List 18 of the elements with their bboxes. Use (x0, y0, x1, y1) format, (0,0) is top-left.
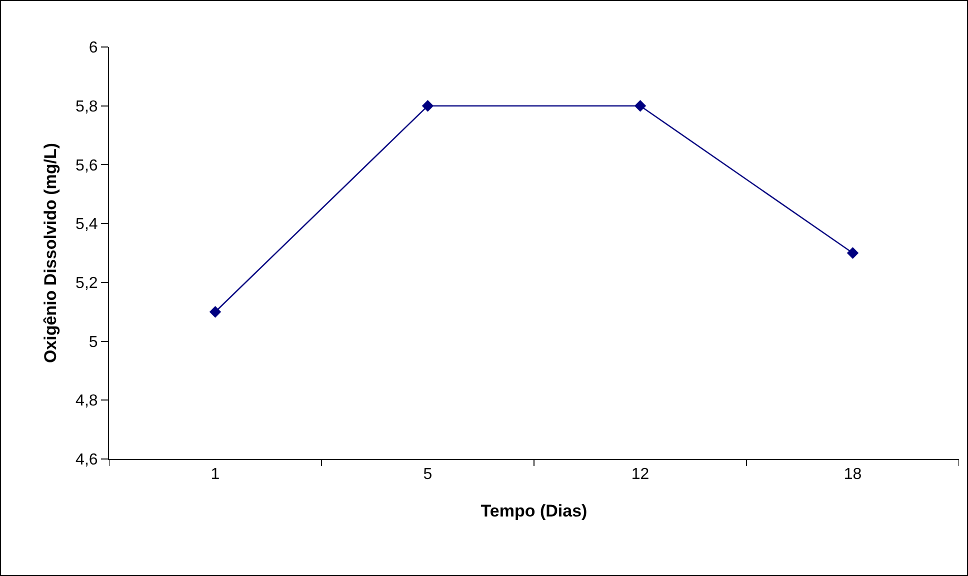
y-tick-label: 5 (88, 334, 98, 351)
y-axis-title: Oxigênio Dissolvido (mg/L) (41, 142, 60, 364)
point (209, 306, 222, 318)
point (634, 100, 646, 112)
y-tick-label: 4,6 (76, 452, 98, 469)
y-tick-label: 6 (88, 40, 98, 57)
x-tick-label: 1 (210, 466, 220, 484)
y-tick-label: 4,8 (76, 392, 98, 410)
y-tick-label: 5,8 (76, 98, 98, 116)
x-tick-label: 5 (423, 466, 432, 484)
point (846, 247, 859, 259)
x-axis-title: Tempo (Dias) (480, 502, 588, 521)
y-tick-label: 5,2 (76, 275, 98, 292)
point (422, 100, 434, 112)
x-tick-label: 12 (631, 466, 650, 484)
y-tick-label: 5,4 (76, 216, 98, 234)
x-tick-label: 18 (844, 466, 862, 484)
y-tick-label: 5,6 (76, 157, 98, 174)
